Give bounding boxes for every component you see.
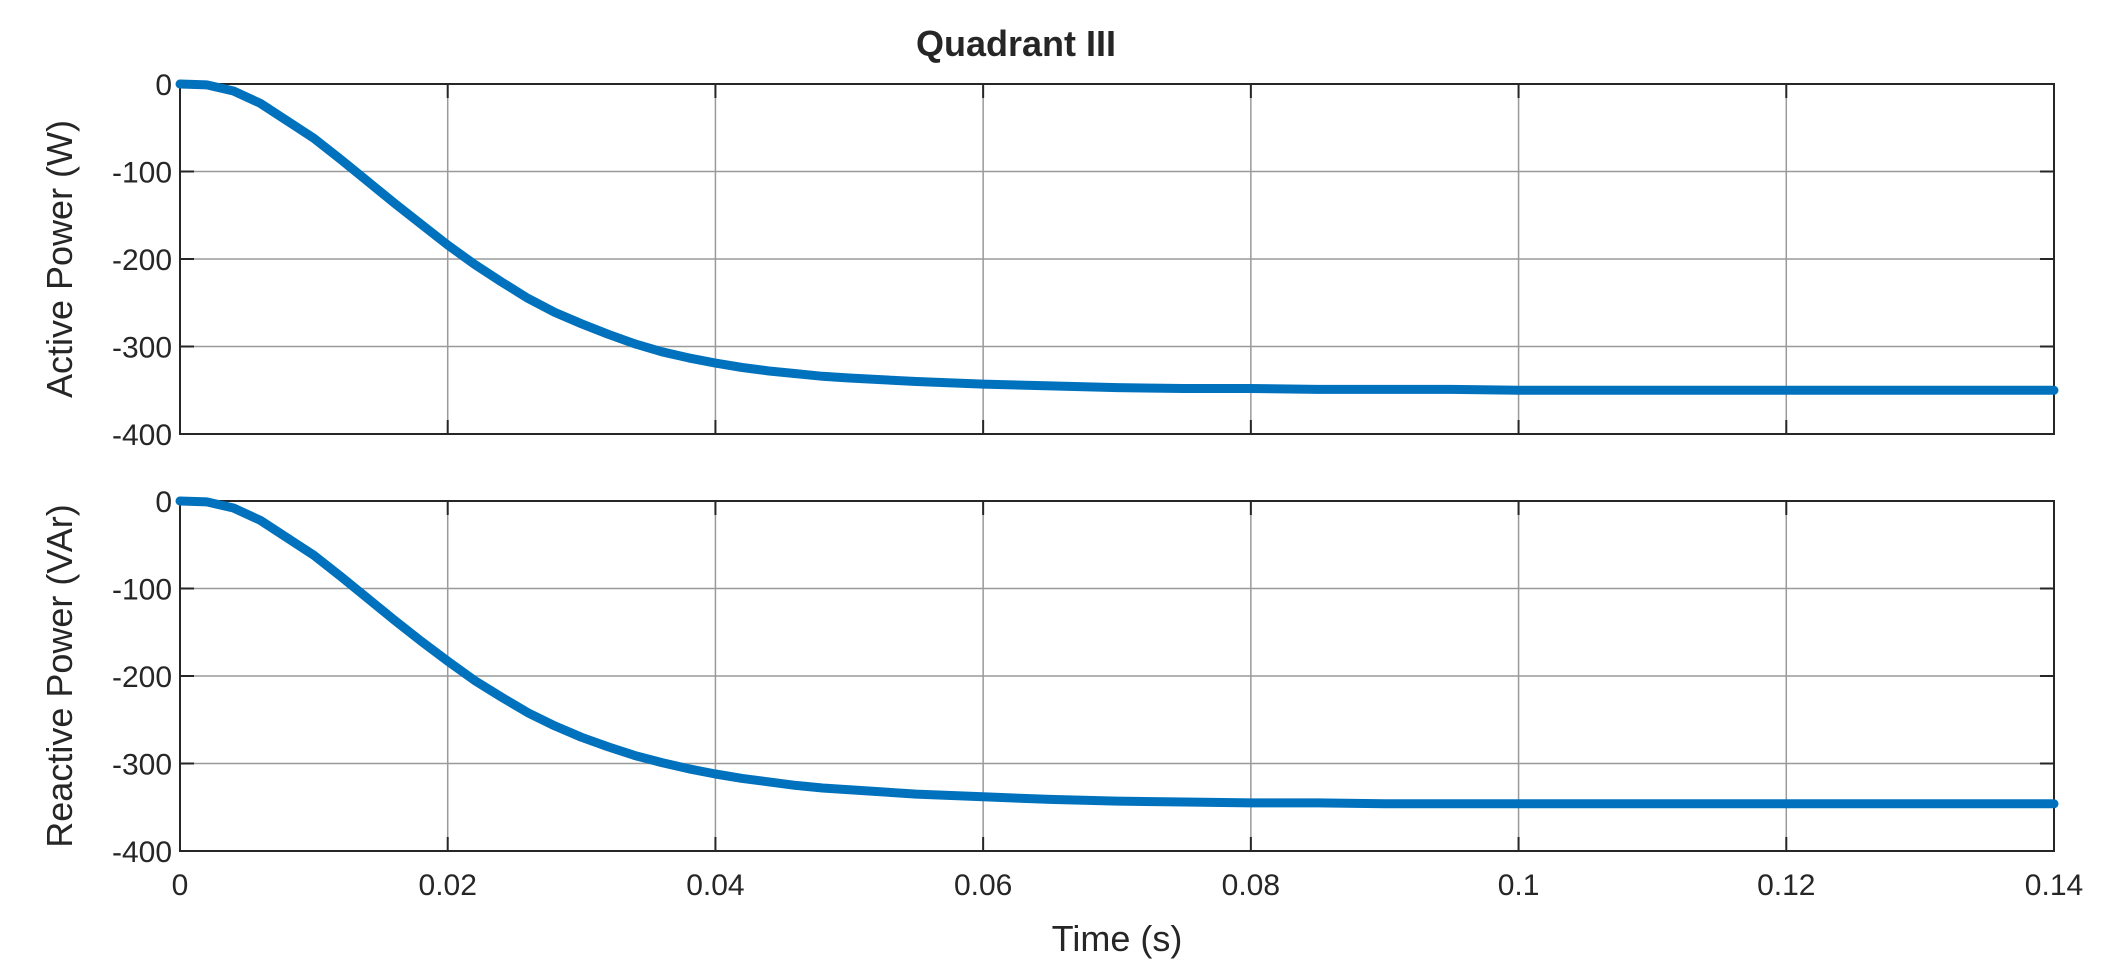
top-ytick-label: -200: [112, 244, 172, 277]
bottom-ylabel: Reactive Power (VAr): [39, 504, 80, 847]
bottom-xtick-label: 0.06: [954, 869, 1012, 902]
bottom-series-line: [175, 496, 2059, 809]
top-ytick-label: -100: [112, 157, 172, 190]
bottom-xtick-label: 0.1: [1498, 869, 1540, 902]
bottom-xtick-label: 0.12: [1757, 869, 1815, 902]
bottom-ytick-label: 0: [155, 486, 172, 519]
top-yticks: 0 -100 -200 -300 -400: [112, 69, 2054, 452]
bottom-xtick-label: 0.02: [419, 869, 477, 902]
bottom-xtick-label: 0: [172, 869, 189, 902]
figure-title: Quadrant III: [916, 23, 1116, 64]
bottom-ytick-label: -300: [112, 749, 172, 782]
bottom-xticks: 0 0.02 0.04 0.06 0.08 0.1 0.12 0.14: [172, 501, 2083, 902]
top-ytick-label: 0: [155, 69, 172, 102]
top-xticks: [179, 84, 2055, 434]
bottom-xtick-label: 0.04: [686, 869, 744, 902]
bottom-yticks: 0 -100 -200 -300 -400: [112, 486, 2054, 869]
bottom-xtick-label: 0.08: [1222, 869, 1280, 902]
bottom-ytick-label: -100: [112, 574, 172, 607]
bottom-xlabel: Time (s): [1052, 918, 1183, 959]
bottom-xtick-label: 0.14: [2025, 869, 2083, 902]
top-ylabel: Active Power (W): [39, 120, 80, 398]
top-panel: 0 -100 -200 -300 -400 Active Power (W): [39, 69, 2059, 452]
top-ytick-label: -300: [112, 332, 172, 365]
bottom-ytick-label: -200: [112, 661, 172, 694]
top-ytick-label: -400: [112, 419, 172, 452]
bottom-ytick-label: -400: [112, 836, 172, 869]
bottom-panel: 0 0.02 0.04 0.06 0.08 0.1 0.12 0.14 0 -100 -200 -3…: [39, 486, 2083, 959]
top-series-line: [175, 79, 2059, 395]
